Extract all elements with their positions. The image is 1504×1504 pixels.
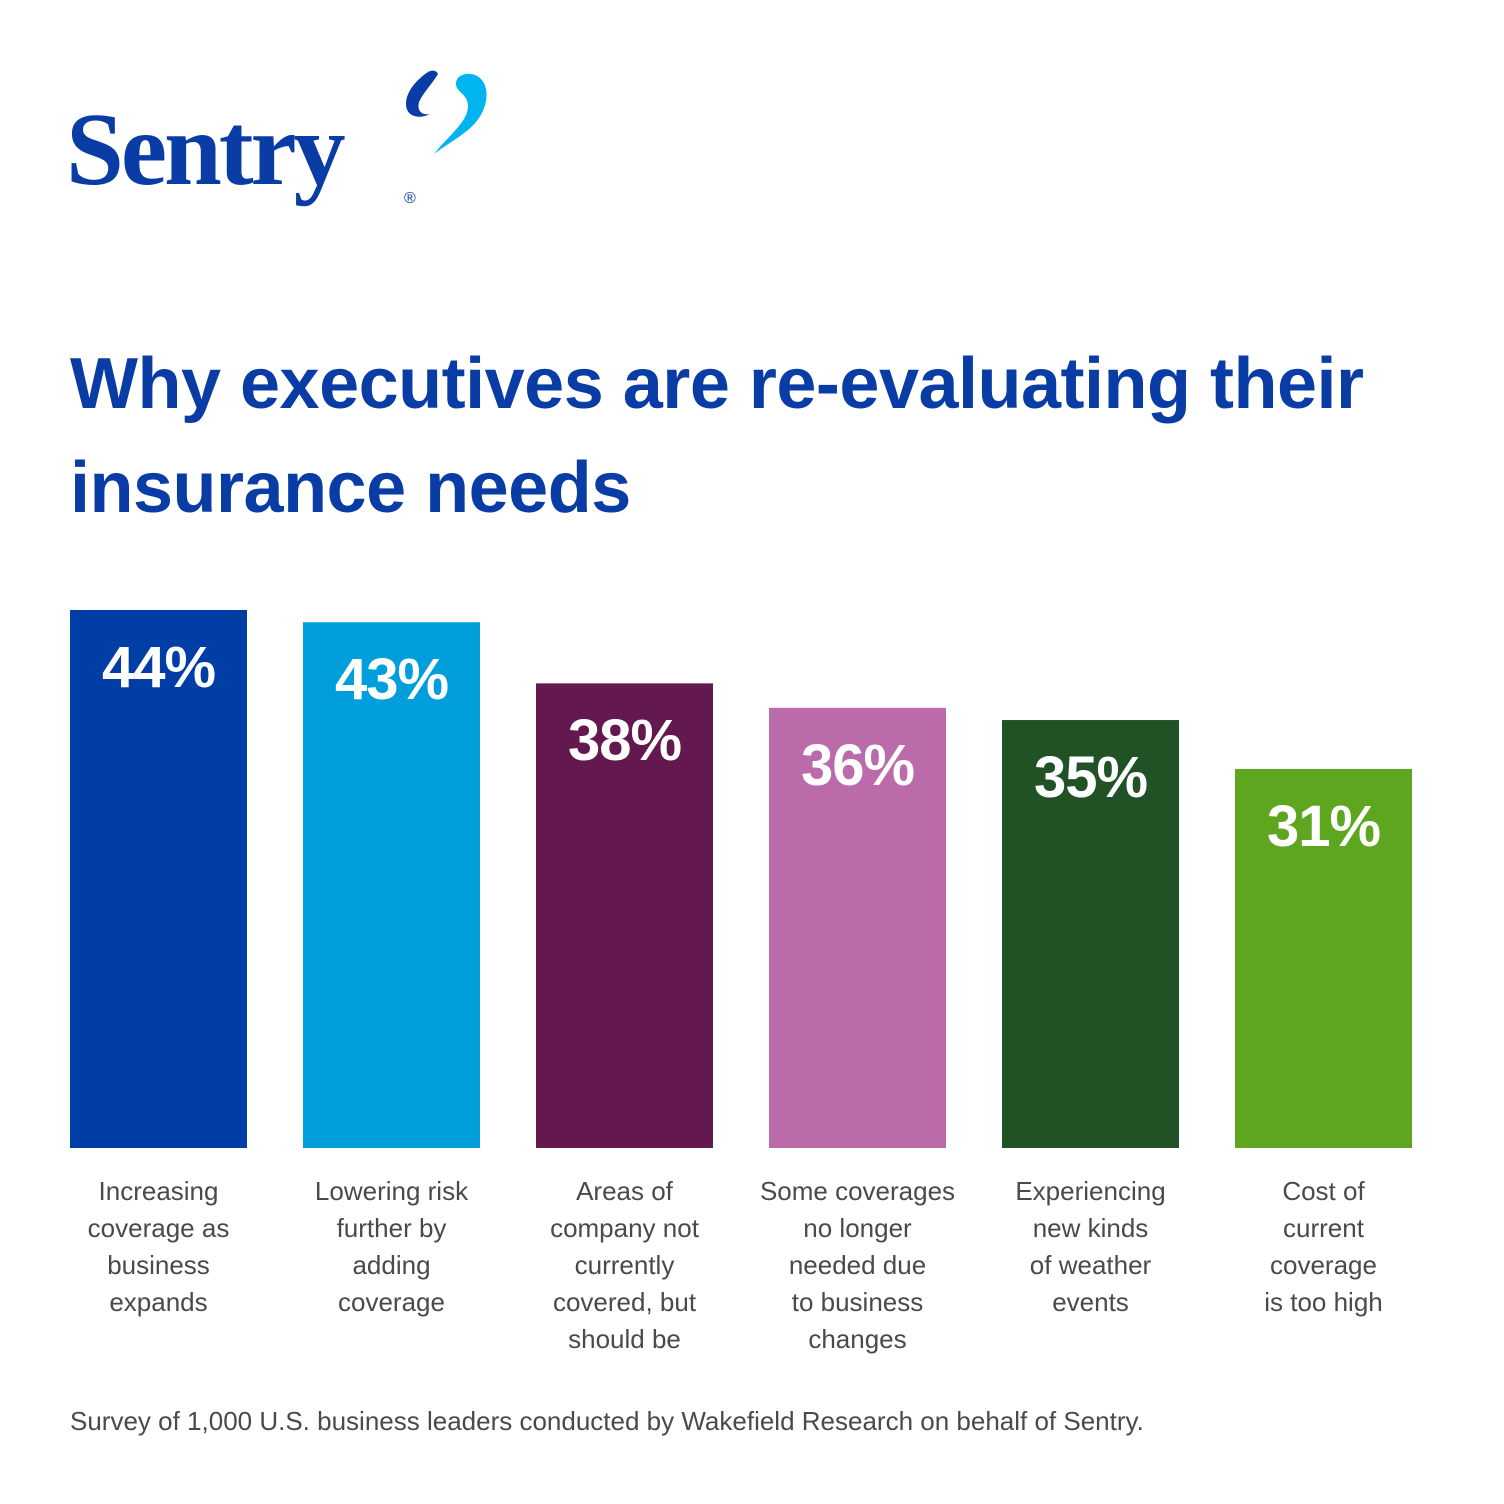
category-label: Some coverages no longer needed due to busi… xyxy=(759,1176,956,1354)
bar-value-label: 31% xyxy=(1266,793,1381,859)
footnote: Survey of 1,000 U.S. business leaders co… xyxy=(70,1406,1144,1436)
category-label: Cost of current coverage is too high xyxy=(1264,1176,1383,1317)
bar-3 xyxy=(536,683,713,1148)
bar-value-label: 44% xyxy=(101,635,216,700)
bar-5 xyxy=(1002,720,1179,1148)
bar-1 xyxy=(70,610,247,1148)
bar-2 xyxy=(303,622,480,1148)
sentry-logo: Sentry ® xyxy=(66,70,506,240)
registered-mark: ® xyxy=(404,190,416,207)
swirl-logo-icon xyxy=(406,70,487,154)
bar-value-label: 35% xyxy=(1033,745,1148,811)
bar-value-label: 38% xyxy=(567,708,682,774)
category-label: Lowering risk further by adding coverage xyxy=(314,1176,469,1317)
logo-wordmark: Sentry xyxy=(66,92,346,207)
chart-title: Why executives are re-evaluating their i… xyxy=(70,344,1364,528)
bar-value-label: 43% xyxy=(334,647,449,713)
category-label: Increasing coverage as business expands xyxy=(87,1176,230,1317)
bar-4 xyxy=(769,707,946,1148)
bar-value-label: 36% xyxy=(800,732,915,798)
category-label: Areas of company not currently covered, but… xyxy=(550,1176,699,1354)
category-label: Experiencing new kinds of weather events xyxy=(1015,1176,1166,1317)
bar-6 xyxy=(1235,768,1412,1148)
